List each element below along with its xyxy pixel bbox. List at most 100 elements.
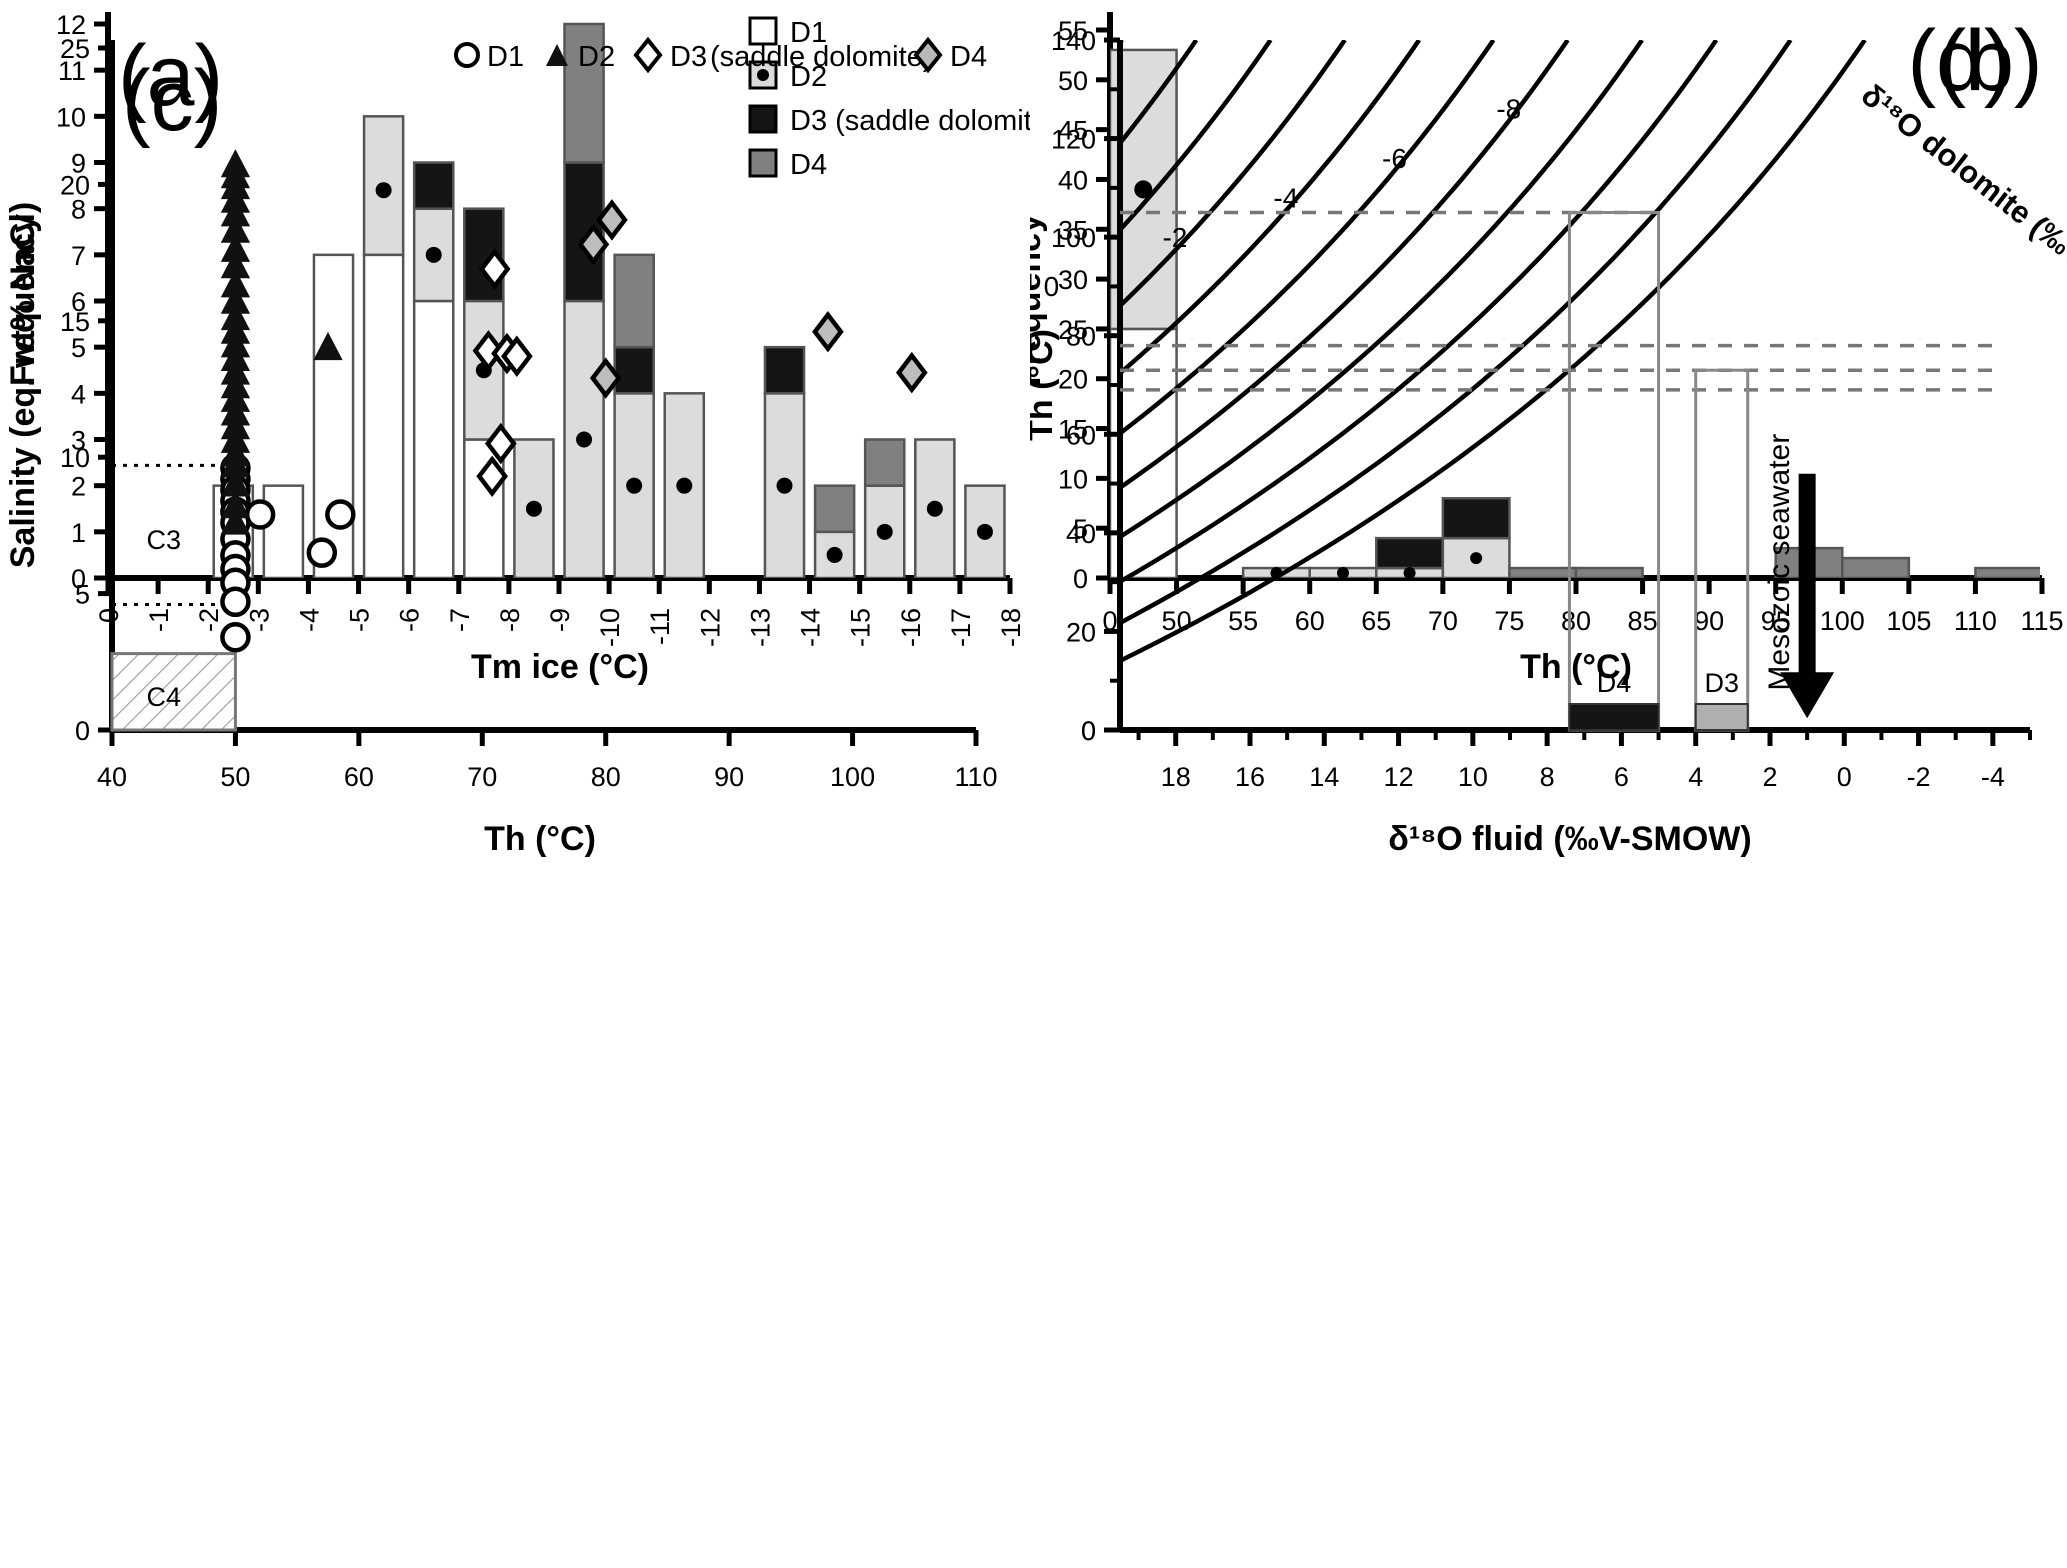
panel-b-x-ticks: 0 50 55 60 65 70 75 80 85 90 95 100 105 110 115: [1102, 578, 2064, 636]
panel-a-label: (a): [118, 28, 223, 124]
panel-c-xtick-label: 110: [954, 762, 997, 792]
panel-b-xtick-label: 115: [2020, 606, 2063, 636]
panel-c-point-d2: [220, 506, 251, 535]
panel-a-ytick-label: 0: [71, 564, 86, 594]
legend-label-c-d2: D2: [578, 41, 615, 73]
panel-b-ytick-label: 25: [1058, 315, 1088, 345]
panel-a-xtick-label: -18: [996, 608, 1026, 647]
panel-a-bar-segment-d4: [563, 22, 605, 164]
panel-c-field-c4: [110, 652, 237, 732]
panel-c-ytick-label: 25: [60, 34, 90, 64]
panel-a-d2-dot: [826, 546, 843, 563]
panel-d-contour-axis-label: δ¹⁸O dolomite (‰V-PDB): [1855, 77, 2067, 327]
legend-label-d3: D3 (saddle dolomite): [790, 105, 1030, 137]
panel-a-ytick-label: 5: [71, 333, 86, 363]
panel-c-label: (c): [122, 53, 222, 149]
panel-c-xtick-label: 100: [830, 762, 875, 792]
mesozoic-seawater-arrow: Mesozoic seawater: [1763, 434, 1835, 719]
panel-b-label: (b): [1937, 13, 2042, 109]
panel-c-point-d3: [478, 248, 511, 290]
panel-c-point-d1: [220, 621, 251, 653]
panel-d-ytick-label: 100: [1051, 223, 1096, 253]
panel-c-field-label-c3: C3: [146, 525, 181, 555]
panel-b-ylabel: Frequency: [1030, 214, 1048, 386]
panel-c-ytick-label: 0: [75, 716, 90, 746]
legend-circle-d1: [454, 42, 480, 68]
panel-c-point-d1: [325, 499, 356, 530]
panel-a-ytick-label: 4: [71, 379, 86, 409]
panel-a-xtick-label: -9: [545, 608, 575, 632]
panel-a-xtick-label: -16: [896, 608, 926, 647]
legend-diamond-d3: [633, 36, 663, 74]
panel-b-xtick-label: 80: [1561, 606, 1591, 636]
legend-swatch-d1: [748, 16, 778, 46]
panel-a-ytick-label: 3: [71, 426, 86, 456]
panel-d-xtick-label: 8: [1540, 762, 1555, 792]
panel-a-ytick-label: 6: [71, 287, 86, 317]
panel-a-xtick-label: -8: [495, 608, 525, 632]
panel-a-bar-segment-d2: [663, 392, 706, 578]
panel-c-point-d4: [812, 311, 844, 353]
panel-c: 0 5 10 15 20 25 40 50 60 70 80 90 100 110 C3 C4 (c) S…: [0, 0, 1030, 868]
panel-a-ytick-label: 2: [71, 472, 86, 502]
panel-c-xtick-label: 50: [220, 762, 250, 792]
panel-d-ytick-label: 60: [1066, 420, 1096, 450]
panel-a-x-ticks: 0-1-2-3-4-5-6-7-8-9-10-11-12-13-14-15-16…: [94, 578, 1026, 647]
panel-a-d2-dot: [626, 477, 643, 494]
panel-a-d2-dot: [576, 431, 593, 448]
panel-b-xtick-label: 105: [1886, 606, 1931, 636]
panel-a-ytick-label: 7: [71, 241, 86, 271]
panel-d-box-bar-d3: [1694, 703, 1749, 731]
panel-a-bar-segment-d3: [763, 345, 806, 395]
panel-a-bar-segment-d1: [463, 438, 505, 578]
legend-triangle-d2: [546, 44, 568, 66]
panel-b-xtick-label: 100: [1820, 606, 1865, 636]
panel-d-ytick-label: 120: [1051, 125, 1096, 155]
panel-c-ytick-label: 20: [60, 170, 90, 200]
panel-d-xtick-label: 16: [1235, 762, 1265, 792]
panel-b-xtick-label: 110: [1954, 606, 1997, 636]
panel-a-ytick-label: 10: [56, 102, 86, 132]
panel-a-bars: [212, 22, 1006, 578]
panel-c-x-ticks: 40 50 60 70 80 90 100 110: [97, 730, 998, 792]
panel-c-field-label-c4: C4: [146, 682, 181, 712]
panel-a-xtick-label: -3: [244, 608, 274, 632]
panel-a-ytick-label: 9: [71, 149, 86, 179]
panel-c-xtick-label: 70: [467, 762, 497, 792]
panel-a-d2-dot: [926, 500, 943, 517]
panel-d-contour-line: [1120, 40, 1496, 437]
panel-d-contour-line: [1120, 40, 1273, 234]
panel-d-xtick-label: 12: [1384, 762, 1414, 792]
panel-a-d2-dot: [525, 500, 542, 517]
panel-b-ytick-label: 15: [1058, 415, 1088, 445]
legend-label-c-d3-note: (saddle dolomite): [710, 41, 932, 73]
legend-swatch-d3: [748, 104, 778, 134]
panel-b-xtick-label: 85: [1628, 606, 1658, 636]
panel-a-xtick-label: -7: [445, 608, 475, 632]
panel-c-fields: C3 C4: [110, 463, 237, 732]
panel-b-d2-dot: [1134, 180, 1153, 199]
panel-d: 0 20 40 60 80 100 120 140 0 18 16 14 12 10 8 6 4 2 0 -2 -4 …: [1030, 0, 2067, 868]
panel-a-bar-segment-d4: [863, 438, 906, 487]
panel-a-bar-segment-d3: [412, 161, 455, 210]
panel-c-point-d1: [220, 586, 251, 618]
panel-a-d2-dots: [375, 182, 993, 563]
panel-c-legend: D1 D2 D3 (saddle dolomite) D4: [454, 36, 987, 74]
panel-c-point-d3: [501, 335, 533, 377]
panel-a-ytick-label: 1: [71, 518, 86, 548]
panel-b-d2-dot: [1403, 567, 1416, 580]
panel-c-point-d1: [244, 499, 276, 530]
panel-b-xtick-label: 75: [1494, 606, 1524, 636]
mesozoic-seawater-label: Mesozoic seawater: [1763, 434, 1796, 691]
panel-b-y-ticks: 0 5 10 15 20 25 30 35 40 45 50 55: [1058, 16, 1110, 594]
panel-a-xtick-label: -5: [345, 608, 375, 632]
panel-b-xtick-label: 95: [1761, 606, 1791, 636]
panel-a-xtick-label: -10: [595, 608, 625, 647]
panel-d-box-label-d3: D3: [1704, 668, 1739, 698]
panel-a-bar-segment-d1: [262, 484, 305, 578]
panel-a-xtick-label: -13: [745, 608, 775, 647]
panel-d-contour-label: -8: [1496, 94, 1521, 125]
